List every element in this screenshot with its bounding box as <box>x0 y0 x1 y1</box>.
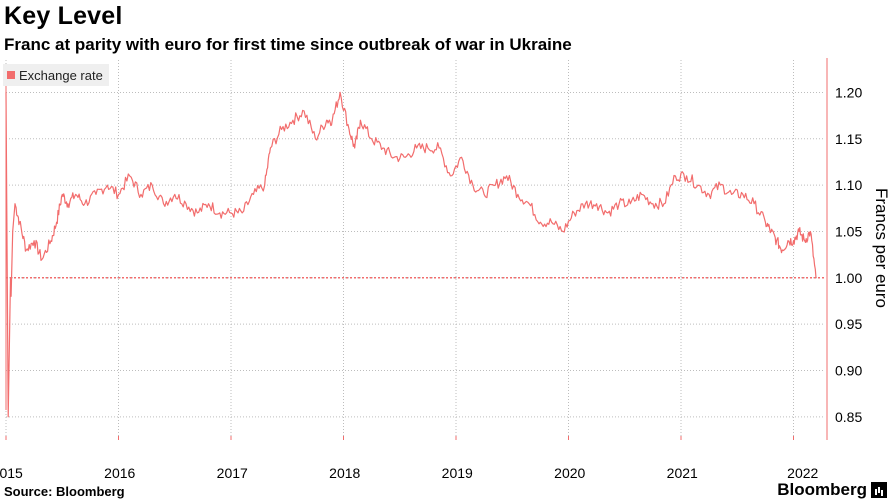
x-tick-label: 2020 <box>554 465 585 481</box>
chart-subtitle: Franc at parity with euro for first time… <box>4 35 572 54</box>
y-tick-label: 1.20 <box>835 84 862 100</box>
x-tick-label: 2017 <box>217 465 248 481</box>
source-note: Source: Bloomberg <box>4 484 125 499</box>
axis-layer <box>5 58 828 440</box>
y-tick-label: 1.00 <box>835 270 862 286</box>
x-tick-label: 2019 <box>442 465 473 481</box>
y-tick-label: 1.15 <box>835 131 862 147</box>
legend-swatch-icon <box>7 71 15 79</box>
y-tick-labels: 0.85 0.90 0.95 1.00 1.05 1.10 1.15 1.20 <box>835 84 862 424</box>
y-axis-title: Francs per euro <box>872 188 891 308</box>
grid-layer <box>5 60 825 440</box>
bloomberg-chart-icon <box>871 482 887 498</box>
x-tick-label: 2021 <box>667 465 698 481</box>
x-tick-labels: 2015 2016 2017 2018 2019 2020 2021 2022 <box>0 465 819 481</box>
legend[interactable]: Exchange rate <box>3 64 109 86</box>
x-tick-label: 2016 <box>104 465 135 481</box>
y-tick-label: 0.85 <box>835 409 862 425</box>
y-tick-label: 1.10 <box>835 177 862 193</box>
legend-label: Exchange rate <box>19 67 103 83</box>
brand-name: Bloomberg <box>777 480 867 499</box>
y-tick-label: 1.05 <box>835 223 862 239</box>
x-tick-label: 2018 <box>329 465 360 481</box>
series-line-exchange-rate <box>5 91 817 418</box>
series-layer <box>5 91 817 418</box>
y-tick-label: 0.95 <box>835 316 862 332</box>
x-tick-label: 2022 <box>787 465 818 481</box>
x-tick-label: 2015 <box>0 465 23 481</box>
chart-title: Key Level <box>4 2 123 30</box>
y-tick-label: 0.90 <box>835 362 862 378</box>
bloomberg-brand: Bloomberg <box>777 480 887 500</box>
